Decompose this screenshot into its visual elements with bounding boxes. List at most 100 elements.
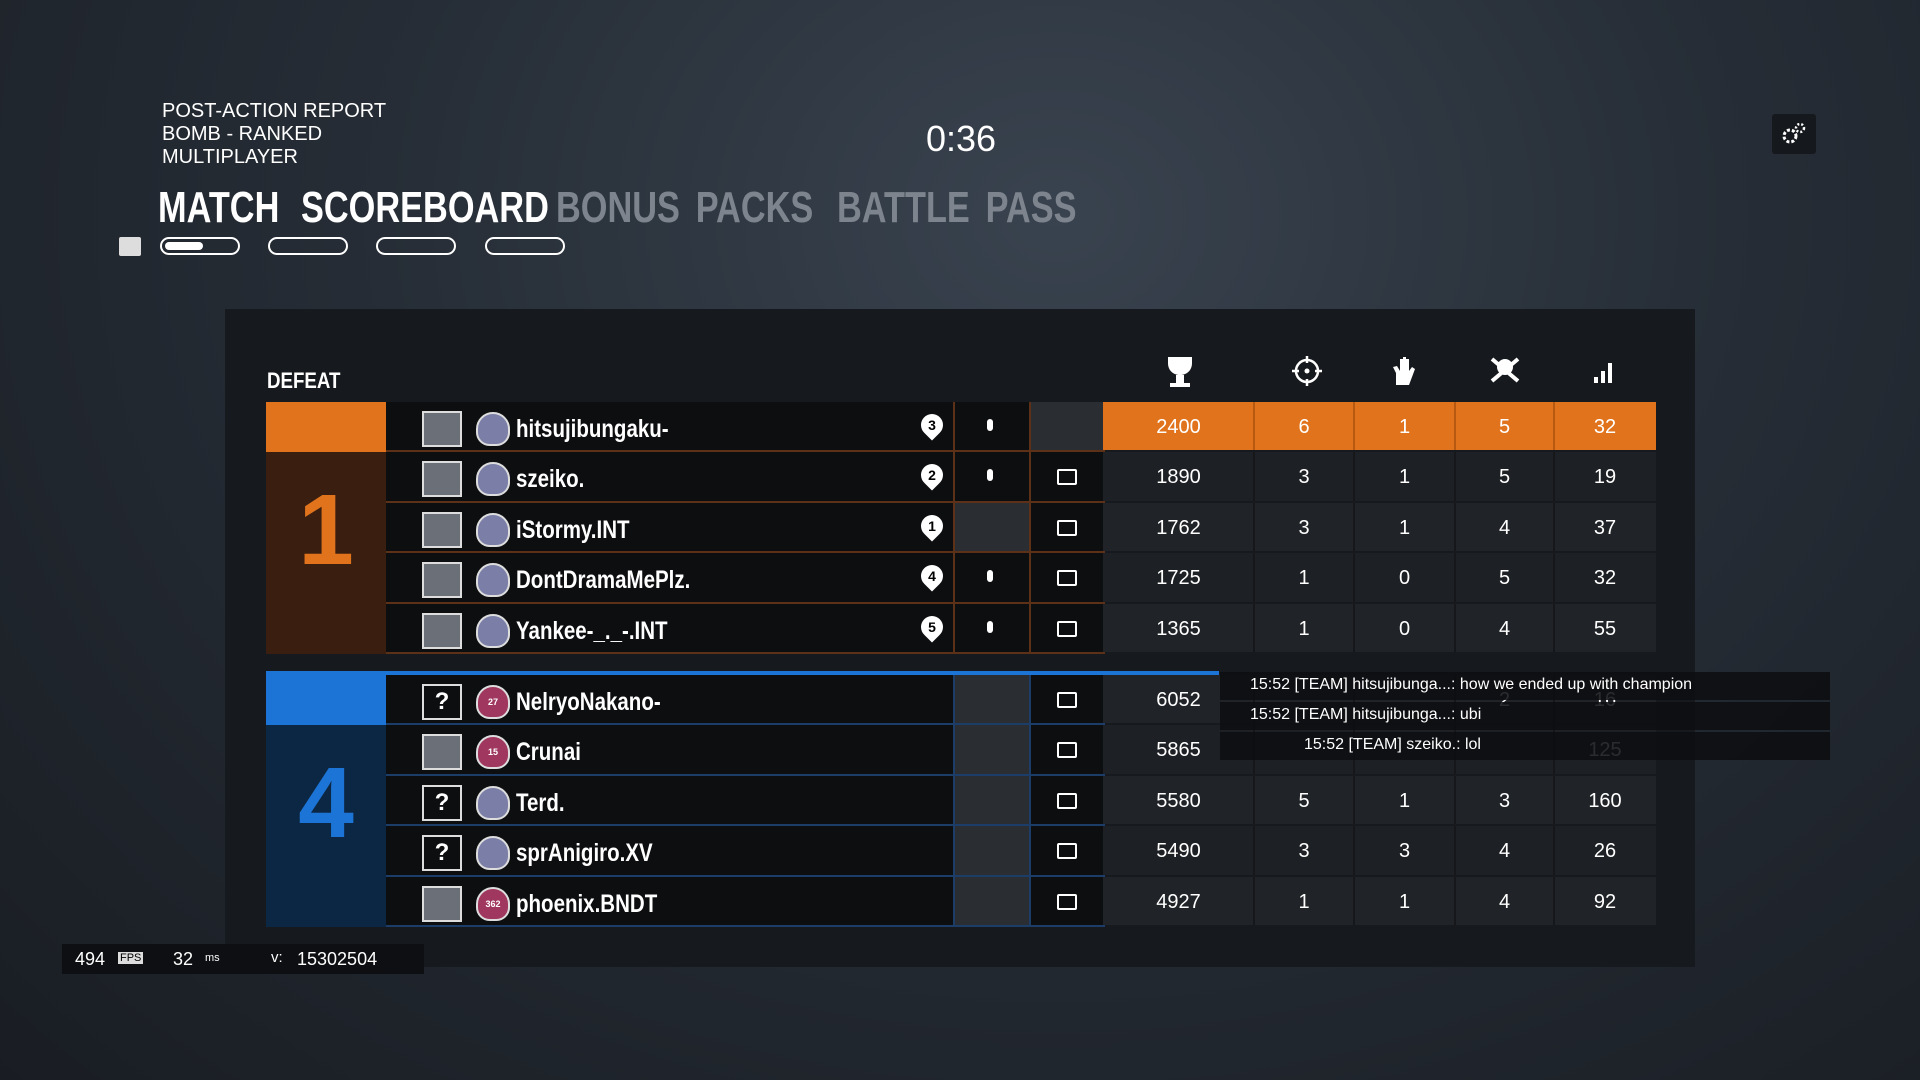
mic-cell (953, 876, 1029, 927)
stat-icon-glyph (1393, 357, 1415, 385)
stat-value: 32 (1593, 416, 1617, 438)
stat-value: 3 (1498, 789, 1511, 812)
col-divider (1253, 452, 1255, 501)
rank-badge (476, 512, 510, 547)
rank-badge: 27 (476, 685, 510, 719)
tab[interactable]: BATTLE PASS (837, 183, 1077, 232)
chat-line-bg (1220, 702, 1830, 730)
player-cell (386, 603, 953, 654)
report-line: MULTIPLAYER (162, 146, 298, 168)
mic-icon (987, 620, 993, 633)
stat-value: 1365 (1156, 617, 1201, 640)
result: DEFEAT (267, 368, 341, 393)
chat-cell (1029, 826, 1105, 877)
player-cell (386, 775, 953, 827)
tab-indicator[interactable] (268, 237, 348, 255)
stat-value: 160 (1588, 789, 1622, 812)
chat-icon (1057, 570, 1077, 587)
stat-value: 1890 (1156, 466, 1201, 489)
stat-value: 2400 (1156, 416, 1201, 438)
stat-icon-glyph (1292, 356, 1322, 386)
avatar: ? (422, 784, 462, 821)
player-name: phoenix.BNDT (516, 889, 658, 918)
mic-cell (953, 826, 1029, 877)
stat-value: 4 (1498, 840, 1511, 863)
chat-line: 15:52 [TEAM] szeiko.: lol (1304, 736, 1481, 753)
col-divider (1454, 502, 1456, 552)
col-divider (1253, 876, 1255, 925)
player-name: hitsujibungaku- (516, 415, 669, 443)
col-divider (1454, 603, 1456, 652)
marker-number: 3 (928, 417, 936, 433)
stat-value: 55 (1593, 617, 1617, 640)
team-bar (266, 671, 1219, 675)
mic-icon (987, 419, 993, 431)
col-divider (1253, 603, 1255, 652)
chat-line-bg (1220, 732, 1830, 760)
gear-icon (1782, 122, 1806, 144)
chat-cell (1029, 402, 1105, 453)
tab-indicator[interactable] (376, 237, 456, 255)
chat-cell (1029, 675, 1105, 726)
tab-indicator[interactable] (485, 237, 565, 255)
marker-number: 1 (928, 517, 936, 534)
chat-icon (1057, 469, 1077, 486)
rank-badge: 362 (476, 886, 510, 921)
chat-icon (1057, 893, 1077, 910)
stat-value: 1725 (1156, 567, 1201, 590)
stat-icon-glyph (1168, 357, 1192, 387)
rank-badge (476, 785, 510, 820)
tab[interactable]: MATCH (158, 183, 280, 232)
stat-value: 3 (1298, 516, 1310, 539)
tab-hint-icon (119, 237, 141, 256)
stat-value: 26 (1593, 840, 1617, 863)
stat-icon (1289, 353, 1325, 389)
stat-value: 37 (1593, 516, 1617, 539)
rank-badge (476, 462, 510, 497)
col-divider (1353, 876, 1355, 925)
chat-icon (1057, 843, 1077, 860)
avatar: ? (422, 684, 462, 720)
col-divider (1553, 553, 1555, 602)
stat-value: 5 (1498, 567, 1511, 590)
chat-cell (1029, 603, 1105, 654)
marker-number: 2 (928, 467, 936, 484)
stat-icon-glyph (1490, 357, 1520, 383)
stat-value: 4 (1498, 890, 1511, 913)
col-divider (1553, 775, 1555, 825)
tab[interactable]: SCOREBOARD (301, 183, 549, 232)
marker-number: 4 (928, 568, 936, 585)
tab-indicator[interactable] (160, 237, 240, 255)
tab[interactable]: BONUS PACKS (556, 183, 814, 232)
stat-value: 5865 (1156, 739, 1201, 762)
stats-row (1103, 553, 1656, 602)
avatar (422, 885, 462, 922)
mic-cell (953, 675, 1029, 726)
stats-row (1103, 402, 1656, 451)
stat-value: 3 (1298, 466, 1310, 489)
avatar (422, 562, 462, 599)
player-name: iStormy.INT (516, 515, 630, 544)
stat-icon (1487, 353, 1523, 389)
col-divider (1353, 826, 1355, 875)
stat-value: 1 (1398, 466, 1411, 489)
stat-value: 5 (1498, 416, 1511, 438)
settings-button[interactable] (1772, 114, 1816, 154)
stat-icon (1586, 353, 1622, 389)
col-divider (1553, 826, 1555, 875)
stats-row (1103, 452, 1656, 501)
col-divider (1454, 553, 1456, 602)
mic-cell (953, 775, 1029, 827)
stat-value: 5580 (1156, 789, 1201, 812)
player-name: DontDramaMePlz. (516, 566, 691, 595)
chat-cell (1029, 725, 1105, 776)
col-divider (1253, 826, 1255, 875)
timer: 0:36 (925, 118, 997, 159)
stat-value: 32 (1593, 567, 1617, 590)
stats-row (1103, 603, 1656, 652)
avatar (422, 411, 462, 447)
team-icon-cell (266, 675, 386, 726)
col-divider (1353, 553, 1355, 602)
